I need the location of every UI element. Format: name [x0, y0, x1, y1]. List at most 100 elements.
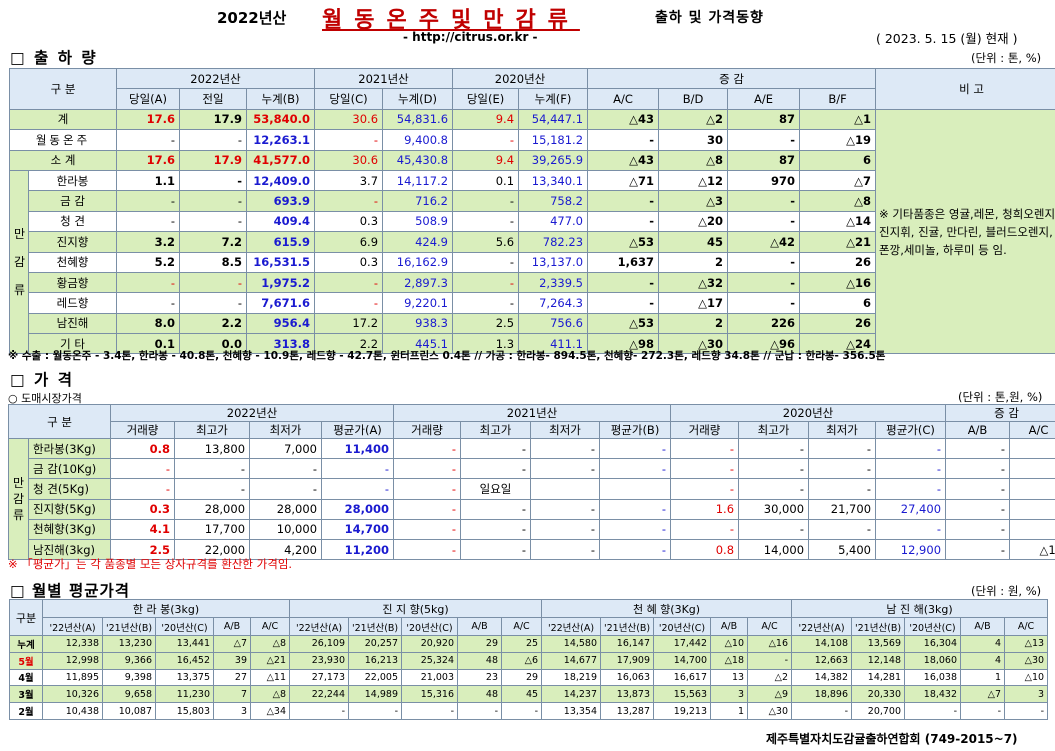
- col-2021: 2021년산: [393, 404, 672, 422]
- cell: 615.9: [246, 231, 316, 253]
- col-header: A/E: [727, 88, 801, 110]
- col-header: '21년산(B): [600, 617, 655, 636]
- table-row: 기 타 0.1 0.0 313.8 2.2 445.1 1.3 411.1 △9…: [9, 333, 1055, 355]
- cell: 16,063: [600, 668, 655, 687]
- monthly-section-title: □ 월별 평균가격: [10, 582, 130, 600]
- cell: 956.4: [246, 312, 316, 335]
- cell: -: [727, 210, 801, 233]
- cell: 18,896: [791, 685, 853, 704]
- cell: 25,324: [401, 651, 459, 670]
- cell: -: [875, 458, 947, 480]
- cell: 20,920: [401, 635, 459, 653]
- cell: 3: [1004, 685, 1049, 704]
- cell: -: [179, 169, 248, 192]
- cell: -: [249, 458, 323, 480]
- cell: 9,366: [102, 651, 156, 670]
- cell: 20,700: [851, 702, 906, 720]
- table-row: 만 감 류 한라봉(3Kg) 0.8 13,800 7,000 11,400 -…: [8, 437, 1055, 561]
- row-label: 진지향: [27, 231, 118, 253]
- cell: -: [452, 292, 520, 314]
- cell: 87: [727, 108, 801, 131]
- cell: 13,354: [541, 702, 602, 720]
- cell: -: [738, 437, 810, 460]
- cell: 10,087: [102, 702, 156, 720]
- cell: △8: [658, 149, 729, 171]
- cell: -: [587, 190, 660, 212]
- cell: 25: [501, 635, 543, 653]
- cell: -: [314, 129, 384, 151]
- col-header: A/B: [213, 617, 251, 636]
- cell: △8: [799, 190, 877, 212]
- table-row: 5월 12,998 9,366 16,452 39 △21 23,930 16,213 25,3…: [9, 651, 1049, 670]
- row-label: 5월: [9, 651, 43, 670]
- cell: △10: [710, 635, 749, 653]
- cell: 782.23: [518, 231, 589, 253]
- col-header: 누계(B): [246, 88, 316, 110]
- cell: △17: [658, 292, 729, 314]
- cell: -: [670, 518, 740, 540]
- shipment-footnote: ※ 수출 : 월동온주 - 3.4톤, 한라봉 - 40.8톤, 천혜향 - 1…: [8, 350, 886, 362]
- remark-cell: ※ 기타품종은 영귤,레몬, 청희오렌지, 진지휘, 진귤, 만다린, 블러드오…: [875, 108, 1055, 355]
- cell: -: [116, 210, 181, 233]
- cell: △7: [960, 685, 1006, 704]
- cell: 17.6: [116, 108, 181, 131]
- cell: -: [348, 702, 403, 720]
- cell: -: [945, 458, 1011, 480]
- cell: 41,577.0: [246, 149, 316, 171]
- cell: -: [599, 498, 672, 520]
- cell: -: [945, 437, 1011, 460]
- title-year: 2022년산: [217, 9, 287, 27]
- table-row: 청 견(5Kg) - - - - - 일요일 - - - - - -: [9, 478, 1055, 500]
- shipment-unit: (단위 : 톤, %): [971, 51, 1042, 65]
- cell: 1.1: [116, 169, 181, 192]
- cell: 1: [960, 668, 1006, 687]
- row-label: 한라봉: [27, 169, 118, 192]
- cell: △16: [747, 635, 793, 653]
- table-row: 누계 12,338 13,230 13,441 △7 △8 26,109 20,257 20,9…: [9, 635, 1049, 653]
- cell: -: [179, 292, 248, 314]
- cell: -: [599, 518, 672, 540]
- row-label: 레드향: [27, 292, 118, 314]
- cell: -: [945, 498, 1011, 520]
- col-header: '22년산(A): [541, 617, 602, 636]
- cell: -: [808, 437, 877, 460]
- cell: 26: [799, 251, 877, 273]
- row-label: 한라봉(3Kg): [27, 437, 112, 460]
- col-group-header: 구분: [9, 599, 43, 636]
- category-label: 만 감 류: [9, 169, 29, 355]
- title-subtitle: 출하 및 가격동향: [655, 10, 764, 26]
- col-header: '21년산(B): [851, 617, 906, 636]
- cell: 26,109: [289, 635, 350, 653]
- row-label: 남진해(3kg): [27, 538, 112, 561]
- cell: △30: [658, 333, 729, 355]
- cell: -: [587, 271, 660, 294]
- col-change: 증 감: [945, 404, 1055, 422]
- col-header: 최고가: [460, 421, 532, 439]
- cell: 0.3: [314, 210, 384, 233]
- shipment-section-title: □ 출 하 량: [10, 49, 98, 67]
- cell: 17.9: [179, 108, 248, 131]
- cell: -: [179, 210, 248, 233]
- table-row: 진지향(5Kg) 0.3 28,000 28,000 28,000 - - - …: [9, 498, 1055, 520]
- col-header: A/C: [1004, 617, 1049, 636]
- cell: 13,230: [102, 635, 156, 653]
- cell: △21: [249, 651, 291, 670]
- cell: -: [599, 538, 672, 561]
- cell: 12,338: [42, 635, 103, 653]
- cell: 17,909: [600, 651, 655, 670]
- price-table: 구 분 2022년산 2021년산 2020년산 증 감 거래량 최고가 최저가…: [7, 404, 1055, 561]
- cell: 2: [658, 312, 729, 335]
- cell: 14,700: [321, 518, 395, 540]
- cell: 16,038: [904, 668, 962, 687]
- cell: 0.3: [110, 498, 176, 520]
- col-header: 최고가: [174, 421, 251, 439]
- cell: 8.0: [116, 312, 181, 335]
- cell: 3: [710, 685, 749, 704]
- col-header: '21년산(B): [102, 617, 156, 636]
- cell: -: [530, 498, 601, 520]
- table-row: 금 감(10Kg) - - - - - - - - - - - - - -: [9, 458, 1055, 480]
- cell: -: [289, 702, 350, 720]
- cell: 970: [727, 169, 801, 192]
- cell: 2.2: [179, 312, 248, 335]
- cell: 13,873: [600, 685, 655, 704]
